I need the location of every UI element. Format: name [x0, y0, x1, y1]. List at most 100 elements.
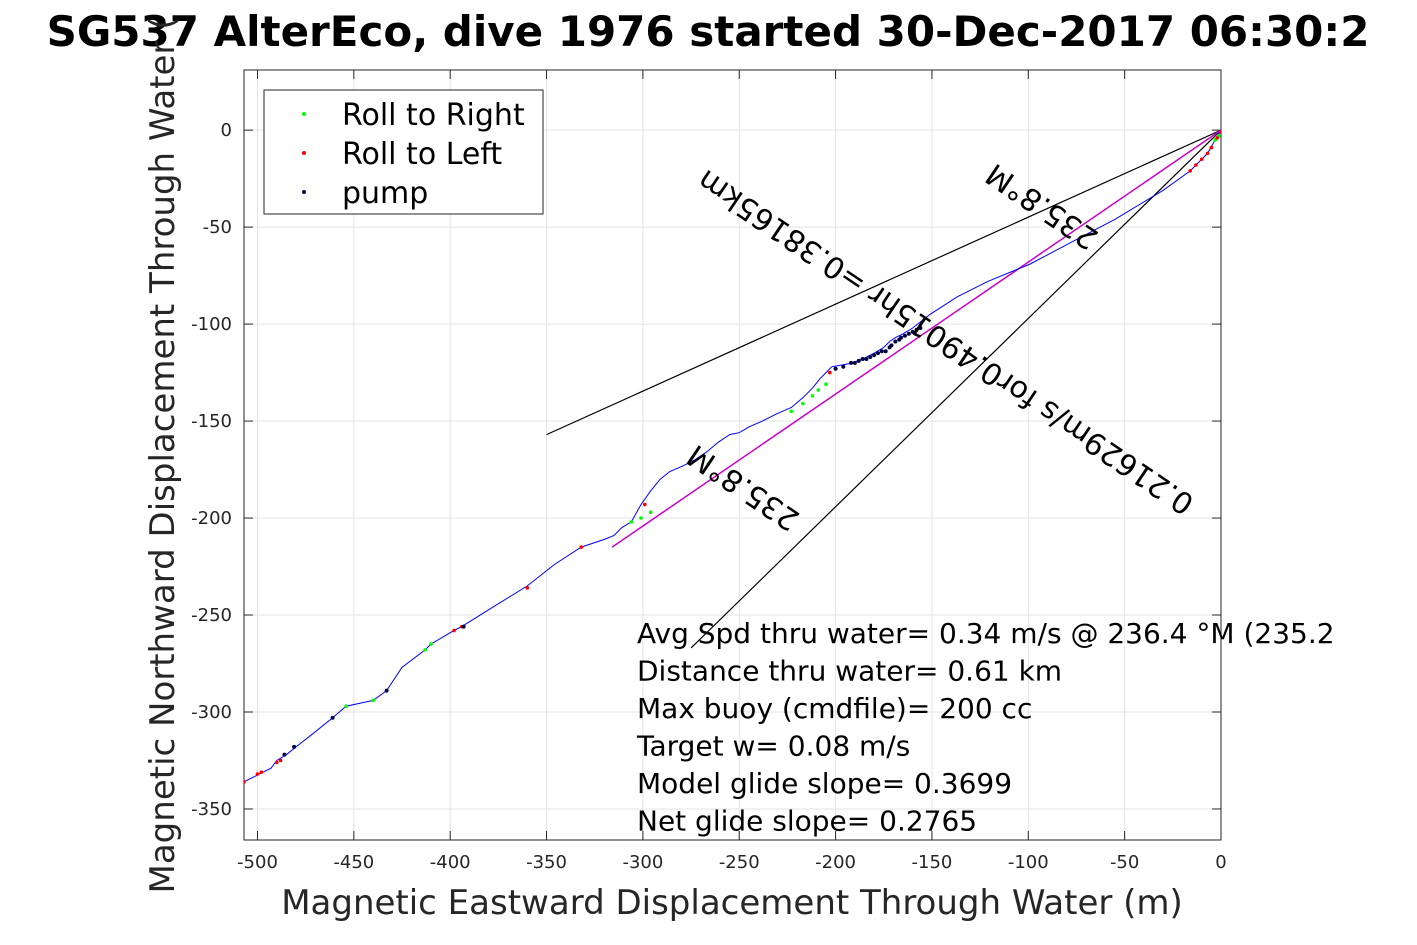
roll-left-point	[1209, 145, 1214, 150]
pump-point	[852, 360, 857, 365]
annotation-line: Max buoy (cmdfile)= 200 cc	[637, 692, 1032, 725]
pump-point	[872, 353, 877, 358]
chart-title: SG537 AlterEco, dive 1976 started 30-Dec…	[47, 7, 1370, 56]
roll-left-point	[1194, 163, 1198, 167]
net-displacement-line	[611, 129, 1221, 548]
roll-left-point	[828, 370, 832, 375]
pump-point	[906, 331, 911, 336]
y-tick-label: -150	[191, 411, 232, 432]
legend-entry: Roll to Right	[342, 98, 525, 133]
x-tick-label: -150	[912, 852, 953, 873]
legend-marker	[302, 190, 306, 194]
pump-point	[914, 327, 919, 332]
roll-left-point	[525, 586, 530, 590]
x-tick-label: -50	[1110, 852, 1139, 873]
legend-entry: pump	[342, 176, 428, 211]
roll-left-point	[274, 760, 279, 765]
roll-right-point	[816, 388, 821, 392]
pump-point	[833, 366, 838, 371]
roll-left-point	[244, 780, 246, 784]
roll-right-point	[648, 510, 653, 515]
y-tick-label: -250	[191, 605, 232, 626]
x-tick-label: -100	[1008, 852, 1049, 873]
roll-left-point	[255, 772, 260, 776]
legend-box	[263, 89, 544, 215]
annotation-line: Model glide slope= 0.3699	[637, 767, 1012, 800]
roll-left-point	[1199, 157, 1204, 162]
pump-point	[879, 349, 884, 354]
roll-right-point	[824, 382, 828, 387]
roll-right-point	[706, 461, 711, 466]
pump-point	[292, 744, 297, 749]
y-tick-label: -350	[191, 799, 232, 820]
legend-entry: Roll to Left	[342, 137, 502, 172]
roll-left-point	[579, 545, 584, 549]
pump-point	[875, 351, 880, 356]
pump-point	[864, 356, 869, 361]
pump-point	[860, 356, 865, 361]
roll-left-point	[1205, 151, 1210, 156]
pump-point	[902, 333, 907, 338]
roll-left-point	[278, 758, 283, 763]
heading-cone-line	[546, 129, 1221, 436]
roll-left-point	[452, 628, 456, 633]
roll-left-point	[1188, 169, 1192, 173]
y-tick-label: 0	[221, 120, 232, 141]
track-line	[244, 129, 1221, 783]
annotation-line: Net glide slope= 0.2765	[637, 805, 977, 838]
roll-right-point	[423, 648, 427, 652]
y-axis: 0 -50 -100 -150 -200 -250 -300 -350	[191, 120, 1221, 820]
pump-point	[889, 343, 894, 348]
rotated-label: 0.21629m/s for0.49015hr =0.38165km	[691, 162, 1200, 521]
y-tick-label: -300	[191, 702, 232, 723]
x-tick-label: -300	[622, 852, 663, 873]
roll-right-point	[639, 516, 643, 520]
x-tick-label: -500	[237, 852, 278, 873]
x-axis: -500 -450 -400 -350 -300 -250 -200 -150 -100 -50 0	[237, 70, 1227, 873]
annotation-line: Distance thru water= 0.61 km	[637, 655, 1062, 688]
pump-point	[893, 339, 898, 344]
legend: Roll to Right Roll to Left pump	[263, 89, 544, 215]
rotated-label: 235.8°M	[980, 156, 1105, 256]
roll-left-point	[1219, 130, 1221, 134]
roll-right-point	[344, 704, 348, 708]
pump-point	[868, 355, 873, 360]
x-axis-label: Magnetic Eastward Displacement Through W…	[281, 883, 1183, 923]
heading-cone-line	[690, 129, 1221, 649]
x-tick-label: -350	[526, 852, 567, 873]
legend-marker	[302, 151, 306, 155]
pump-point	[461, 624, 466, 629]
x-tick-label: -200	[815, 852, 856, 873]
pump-point	[849, 360, 854, 365]
pump-point	[910, 329, 915, 334]
x-tick-label: -250	[719, 852, 760, 873]
pump-point	[856, 358, 861, 363]
series-area	[244, 129, 1221, 784]
pump-point	[384, 688, 389, 693]
roll-right-point	[810, 394, 815, 398]
annotations: Avg Spd thru water= 0.34 m/s @ 236.4 °M …	[636, 617, 1335, 838]
legend-marker	[302, 112, 306, 116]
y-tick-label: -100	[191, 314, 232, 335]
roll-right-point	[789, 409, 794, 414]
roll-right-point	[801, 401, 805, 406]
pump-point	[330, 715, 335, 720]
pump-point	[841, 364, 846, 369]
plot-frame	[243, 69, 1222, 841]
x-tick-label: 0	[1215, 852, 1226, 873]
roll-right-point	[429, 642, 433, 646]
roll-right-point	[629, 520, 634, 524]
y-axis-label: Magnetic Northward Displacement Through …	[143, 17, 183, 894]
pump-point	[918, 325, 923, 330]
annotation-line: Avg Spd thru water= 0.34 m/s @ 236.4 °M …	[637, 617, 1335, 650]
x-tick-label: -450	[333, 852, 374, 873]
roll-right-point	[371, 698, 375, 703]
roll-left-point	[259, 770, 264, 774]
x-tick-label: -400	[430, 852, 471, 873]
roll-left-point	[643, 502, 647, 507]
roll-left-point	[1215, 136, 1219, 140]
annotation-line: Target w= 0.08 m/s	[636, 730, 910, 763]
y-tick-label: -200	[191, 508, 232, 529]
